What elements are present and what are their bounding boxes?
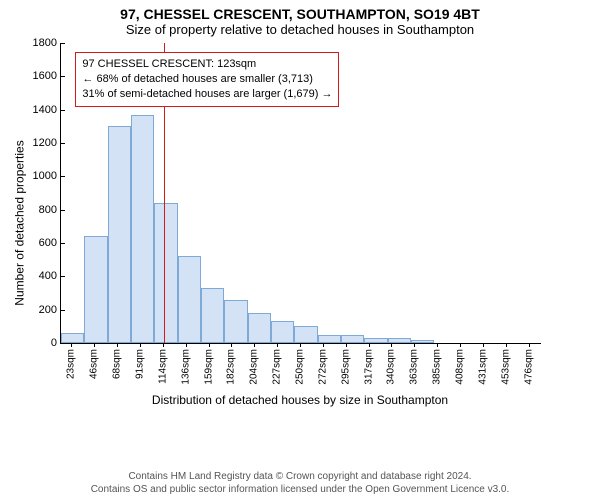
y-tick: 1800 [33, 37, 61, 49]
histogram-bar [61, 333, 84, 343]
histogram-bar [108, 126, 131, 343]
annotation-line: 31% of semi-detached houses are larger (… [82, 87, 332, 102]
y-tick: 600 [39, 237, 61, 249]
histogram-bar [341, 335, 364, 343]
histogram-bar [154, 203, 177, 343]
histogram-chart: Number of detached properties 97 CHESSEL… [60, 43, 580, 403]
plot-area: 97 CHESSEL CRESCENT: 123sqm← 68% of deta… [60, 43, 541, 344]
y-tick: 1200 [33, 137, 61, 149]
page-subtitle: Size of property relative to detached ho… [0, 22, 600, 37]
footer-line-1: Contains HM Land Registry data © Crown c… [0, 470, 600, 483]
y-tick: 400 [39, 270, 61, 282]
histogram-bar [248, 313, 271, 343]
histogram-bar [224, 300, 247, 343]
histogram-bar [131, 115, 154, 343]
y-tick: 1600 [33, 70, 61, 82]
y-tick: 1000 [33, 170, 61, 182]
histogram-bar [318, 335, 341, 343]
y-axis-label: Number of detached properties [13, 140, 27, 305]
annotation-line: 97 CHESSEL CRESCENT: 123sqm [82, 57, 332, 72]
histogram-bar [84, 236, 107, 343]
histogram-bar [271, 321, 294, 343]
histogram-bar [201, 288, 224, 343]
footer-line-2: Contains OS and public sector informatio… [0, 483, 600, 496]
histogram-bar [294, 326, 317, 343]
y-tick: 1400 [33, 104, 61, 116]
annotation-line: ← 68% of detached houses are smaller (3,… [82, 72, 332, 87]
x-axis-label: Distribution of detached houses by size … [60, 393, 540, 407]
y-tick: 200 [39, 304, 61, 316]
histogram-bar [178, 256, 201, 343]
page-title: 97, CHESSEL CRESCENT, SOUTHAMPTON, SO19 … [0, 6, 600, 22]
y-tick: 800 [39, 204, 61, 216]
annotation-box: 97 CHESSEL CRESCENT: 123sqm← 68% of deta… [75, 52, 339, 107]
